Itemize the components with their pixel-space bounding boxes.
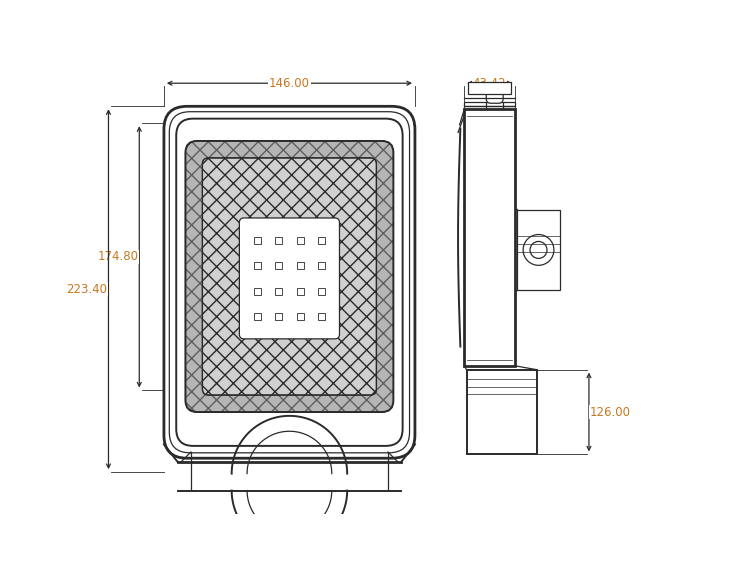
- FancyBboxPatch shape: [164, 106, 415, 458]
- Text: 126.00: 126.00: [590, 406, 631, 418]
- Bar: [318, 288, 325, 295]
- Bar: [275, 313, 283, 320]
- FancyBboxPatch shape: [202, 158, 377, 395]
- Bar: [464, 109, 515, 366]
- Bar: [296, 313, 304, 320]
- Bar: [464, 102, 515, 106]
- Text: 43.42: 43.42: [473, 77, 507, 90]
- FancyBboxPatch shape: [486, 86, 503, 103]
- Text: 174.80: 174.80: [97, 250, 138, 264]
- Bar: [318, 313, 325, 320]
- Bar: [296, 236, 304, 243]
- Bar: [254, 313, 261, 320]
- FancyBboxPatch shape: [185, 141, 393, 412]
- FancyBboxPatch shape: [169, 112, 410, 453]
- Bar: [318, 236, 325, 243]
- Bar: [254, 236, 261, 243]
- Text: 146.00: 146.00: [269, 77, 310, 90]
- Bar: [466, 370, 537, 454]
- Bar: [296, 262, 304, 269]
- Text: 223.40: 223.40: [66, 283, 107, 296]
- Bar: [275, 288, 283, 295]
- Bar: [254, 288, 261, 295]
- Bar: [468, 83, 511, 94]
- Bar: [318, 262, 325, 269]
- FancyBboxPatch shape: [185, 141, 393, 412]
- Bar: [254, 262, 261, 269]
- Bar: [518, 209, 560, 290]
- FancyBboxPatch shape: [239, 218, 339, 339]
- Bar: [275, 262, 283, 269]
- FancyBboxPatch shape: [176, 118, 403, 446]
- Bar: [275, 236, 283, 243]
- Bar: [296, 288, 304, 295]
